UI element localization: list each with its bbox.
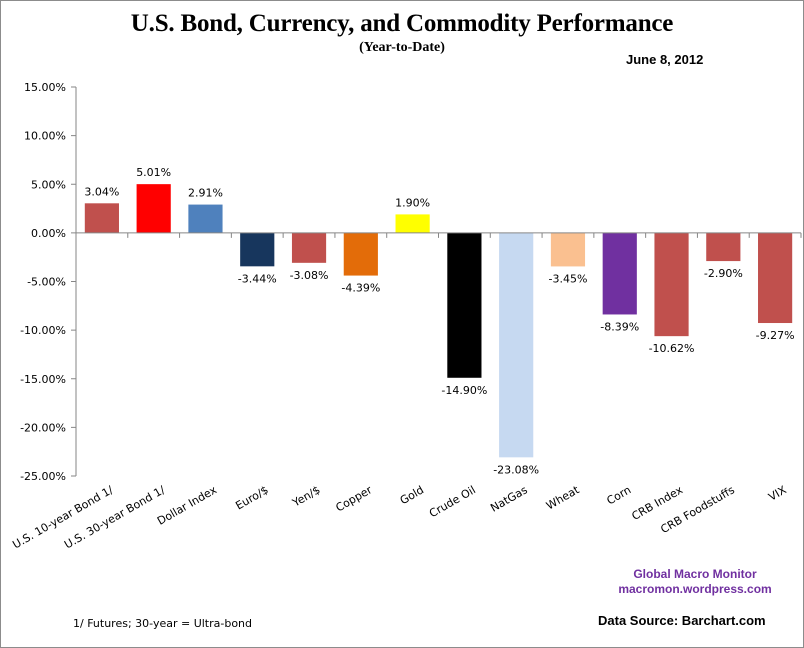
category-label: Dollar Index: [155, 483, 219, 528]
y-tick-label: -15.00%: [20, 373, 66, 386]
y-tick-label: -25.00%: [20, 470, 66, 483]
y-tick-label: -10.00%: [20, 324, 66, 337]
data-label: -10.62%: [649, 342, 695, 355]
y-tick-label: 5.00%: [31, 178, 66, 191]
data-label: -3.44%: [238, 272, 277, 285]
bar: [84, 203, 119, 233]
data-label: 1.90%: [395, 196, 430, 209]
data-label: 2.91%: [188, 187, 223, 200]
category-labels: U.S. 10-year Bond 1/U.S. 30-year Bond 1/…: [10, 483, 789, 551]
y-tick-label: -20.00%: [20, 421, 66, 434]
data-label: -9.27%: [756, 329, 795, 342]
bar: [447, 232, 482, 378]
data-label: -4.39%: [341, 282, 380, 295]
bar: [240, 232, 275, 267]
category-label: U.S. 30-year Bond 1/: [62, 483, 167, 551]
bars: [84, 184, 793, 458]
bar: [758, 232, 793, 324]
category-label: NatGas: [488, 483, 530, 515]
x-axis: [75, 232, 802, 238]
category-label: Copper: [333, 483, 374, 514]
category-label: Crude Oil: [427, 483, 478, 520]
bar: [602, 232, 637, 315]
bar: [706, 232, 741, 262]
bar: [291, 232, 327, 263]
category-label: Corn: [604, 483, 633, 507]
brand-name: Global Macro Monitor: [633, 567, 757, 581]
bar: [136, 184, 171, 233]
bar: [550, 232, 586, 267]
bar: [343, 232, 378, 276]
data-label: -2.90%: [704, 267, 743, 280]
chart-subtitle: (Year-to-Date): [359, 40, 445, 55]
bar: [188, 204, 223, 233]
data-source: Data Source: Barchart.com: [598, 613, 766, 628]
bar: [395, 214, 430, 233]
bar: [499, 232, 534, 458]
data-label: -3.08%: [290, 269, 329, 282]
y-tick-label: 0.00%: [31, 227, 66, 240]
data-label: 3.04%: [84, 185, 119, 198]
data-label: -8.39%: [600, 320, 639, 333]
y-tick-label: 10.00%: [24, 130, 66, 143]
category-label: Wheat: [544, 483, 582, 512]
category-label: Euro/$: [233, 483, 270, 512]
category-label: VIX: [766, 483, 789, 504]
data-labels: 3.04% 5.01% 2.91% -3.44% -3.08% -4.39% 1.90% -1…: [84, 166, 794, 476]
brand-block: Global Macro Monitor macromon.wordpress.…: [600, 567, 790, 597]
data-label: 5.01%: [136, 166, 171, 179]
y-tick-label: 15.00%: [24, 81, 66, 94]
category-label: Yen/$: [289, 483, 322, 510]
data-label: -23.08%: [493, 463, 539, 476]
chart-title: U.S. Bond, Currency, and Commodity Perfo…: [130, 10, 674, 37]
y-axis: 15.00% 10.00% 5.00% 0.00% -5.00% -10.00% -15.0…: [20, 81, 77, 483]
category-label: Gold: [398, 483, 426, 507]
y-tick-label: -5.00%: [27, 276, 66, 289]
data-label: -14.90%: [441, 384, 487, 397]
footnote: 1/ Futures; 30-year = Ultra-bond: [73, 617, 253, 630]
chart-date: June 8, 2012: [626, 52, 704, 67]
brand-url: macromon.wordpress.com: [618, 582, 772, 596]
bar: [654, 232, 689, 337]
data-label: -3.45%: [549, 272, 588, 285]
